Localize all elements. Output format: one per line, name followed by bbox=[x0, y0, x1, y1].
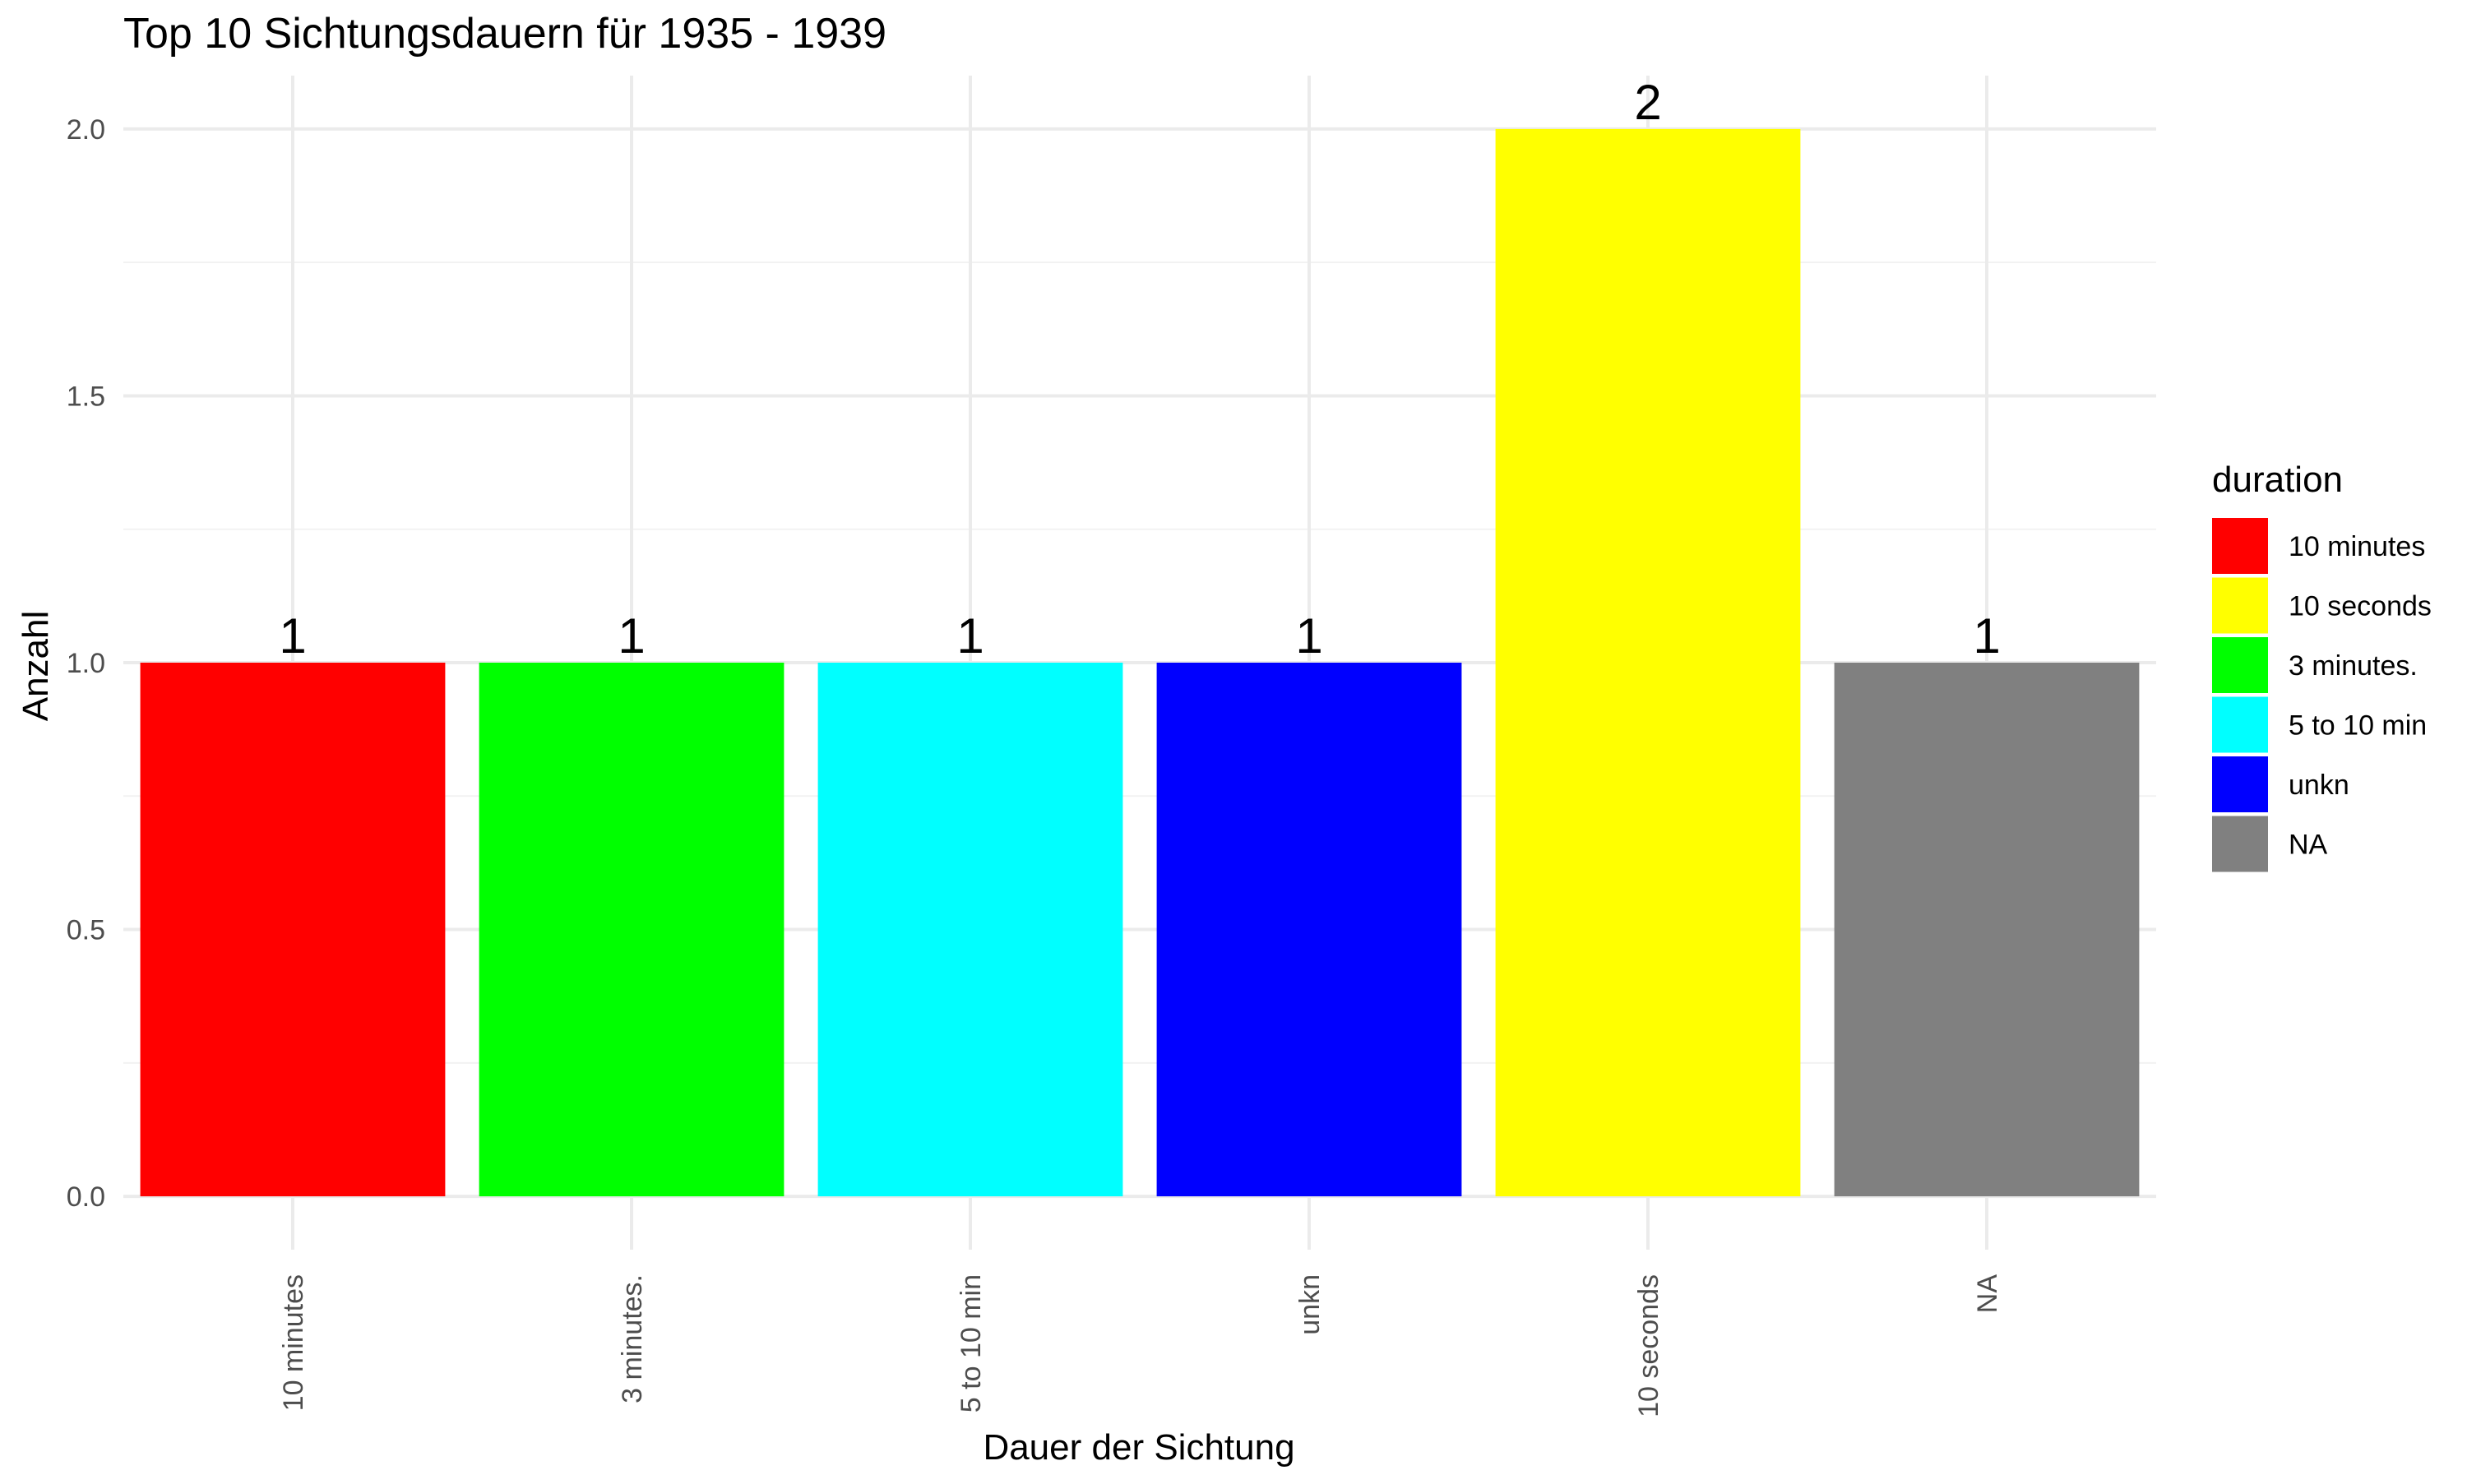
legend-label: 10 minutes bbox=[2289, 531, 2425, 562]
legend-label: unkn bbox=[2289, 770, 2349, 801]
y-axis-ticks: 0.0 0.5 1.0 1.5 2.0 bbox=[67, 114, 105, 1213]
bar-value-label: 1 bbox=[956, 608, 984, 663]
legend-swatch bbox=[2212, 637, 2268, 693]
bar bbox=[1156, 663, 1462, 1197]
bar-value-label: 1 bbox=[1295, 608, 1322, 663]
legend-label: 10 seconds bbox=[2289, 591, 2432, 622]
y-tick-label: 1.0 bbox=[67, 648, 105, 679]
x-axis-ticks: 10 minutes 3 minutes. 5 to 10 min unkn 10 se… bbox=[278, 1274, 2003, 1417]
x-tick-label: 5 to 10 min bbox=[956, 1274, 987, 1412]
bar bbox=[1495, 128, 1801, 1197]
x-axis-title: Dauer der Sichtung bbox=[983, 1427, 1294, 1468]
chart-title: Top 10 Sichtungsdauern für 1935 - 1939 bbox=[123, 10, 886, 58]
bars bbox=[140, 128, 2140, 1197]
y-tick-label: 1.5 bbox=[67, 381, 105, 412]
x-tick-label: NA bbox=[1972, 1274, 2003, 1314]
y-tick-label: 0.5 bbox=[67, 915, 105, 946]
bar bbox=[140, 663, 446, 1197]
legend-label: NA bbox=[2289, 830, 2328, 861]
x-tick-label: 10 seconds bbox=[1633, 1274, 1664, 1417]
legend-label: 3 minutes. bbox=[2289, 650, 2418, 682]
bar-value-label: 1 bbox=[618, 608, 645, 663]
legend-swatch bbox=[2212, 577, 2268, 634]
x-tick-label: 10 minutes bbox=[278, 1274, 309, 1411]
legend-swatch bbox=[2212, 756, 2268, 812]
x-tick-label: 3 minutes. bbox=[617, 1274, 648, 1403]
legend-label: 5 to 10 min bbox=[2289, 710, 2427, 742]
y-axis-title: Anzahl bbox=[16, 611, 56, 722]
bar bbox=[479, 663, 785, 1197]
y-tick-label: 0.0 bbox=[67, 1181, 105, 1213]
bar bbox=[817, 663, 1123, 1197]
bar-value-label: 2 bbox=[1634, 75, 1661, 130]
legend-title: duration bbox=[2212, 460, 2343, 500]
legend-swatch bbox=[2212, 816, 2268, 872]
data-labels: 1 1 1 1 2 1 bbox=[279, 75, 2000, 663]
y-tick-label: 2.0 bbox=[67, 114, 105, 146]
bar-value-label: 1 bbox=[279, 608, 306, 663]
bar-value-label: 1 bbox=[1973, 608, 2000, 663]
legend-swatch bbox=[2212, 518, 2268, 574]
bar bbox=[1834, 663, 2140, 1197]
x-tick-label: unkn bbox=[1294, 1274, 1326, 1335]
legend: duration 10 minutes 10 seconds 3 minutes. 5… bbox=[2212, 460, 2432, 872]
legend-swatch bbox=[2212, 696, 2268, 753]
